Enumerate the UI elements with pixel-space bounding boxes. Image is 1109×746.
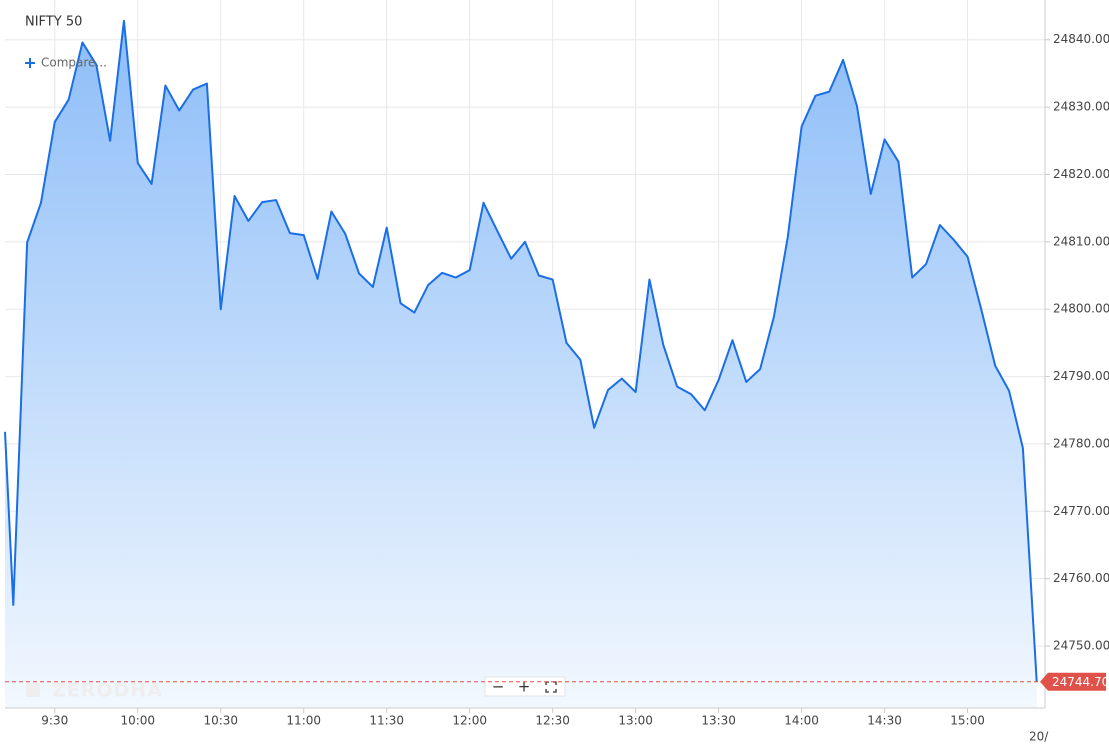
y-tick-label: 24770.00 [1053, 504, 1109, 518]
y-tick-label: 24830.00 [1053, 100, 1109, 114]
plus-icon [25, 58, 35, 68]
last-price-tag [1040, 672, 1106, 691]
x-tick-label: 13:30 [701, 714, 736, 728]
y-tick-label: 24800.00 [1053, 302, 1109, 316]
x-tick-label: 15:00 [950, 714, 985, 728]
price-line [4, 19, 1038, 682]
y-tick-label: 24790.00 [1053, 369, 1109, 383]
y-tick-label: 24750.00 [1053, 639, 1109, 653]
x-tick-label: 12:30 [535, 714, 570, 728]
y-tick-label: 24780.00 [1053, 436, 1109, 450]
last-price-label: 24744.70 [1052, 675, 1109, 689]
watermark: ZERODHA [52, 680, 163, 702]
y-tick-label: 24840.00 [1053, 32, 1109, 46]
x-tick-label: 10:00 [120, 714, 155, 728]
x-tick-label: 9:30 [41, 714, 68, 728]
zoom-in[interactable]: + [518, 678, 531, 696]
area-fill [5, 20, 1037, 708]
watermark-logo [26, 683, 40, 697]
compare-button[interactable]: Compare... [25, 56, 107, 70]
x-tick-label: 14:00 [784, 714, 819, 728]
x-tick-label: 14:30 [867, 714, 902, 728]
y-tick-label: 24810.00 [1053, 234, 1109, 248]
x-tick-label: 12:00 [452, 714, 487, 728]
chart-title: NIFTY 50 [25, 15, 82, 30]
compare-label[interactable]: Compare... [41, 56, 107, 70]
x-tick-label: 11:30 [369, 714, 404, 728]
x-tick-label: 10:30 [203, 714, 238, 728]
x-tick-label: 13:00 [618, 714, 653, 728]
date-label: 20/ [1029, 730, 1049, 744]
x-tick-label: 11:00 [286, 714, 321, 728]
y-tick-label: 24760.00 [1053, 571, 1109, 585]
y-tick-label: 24820.00 [1053, 167, 1109, 181]
zoom-out[interactable]: − [492, 678, 505, 696]
